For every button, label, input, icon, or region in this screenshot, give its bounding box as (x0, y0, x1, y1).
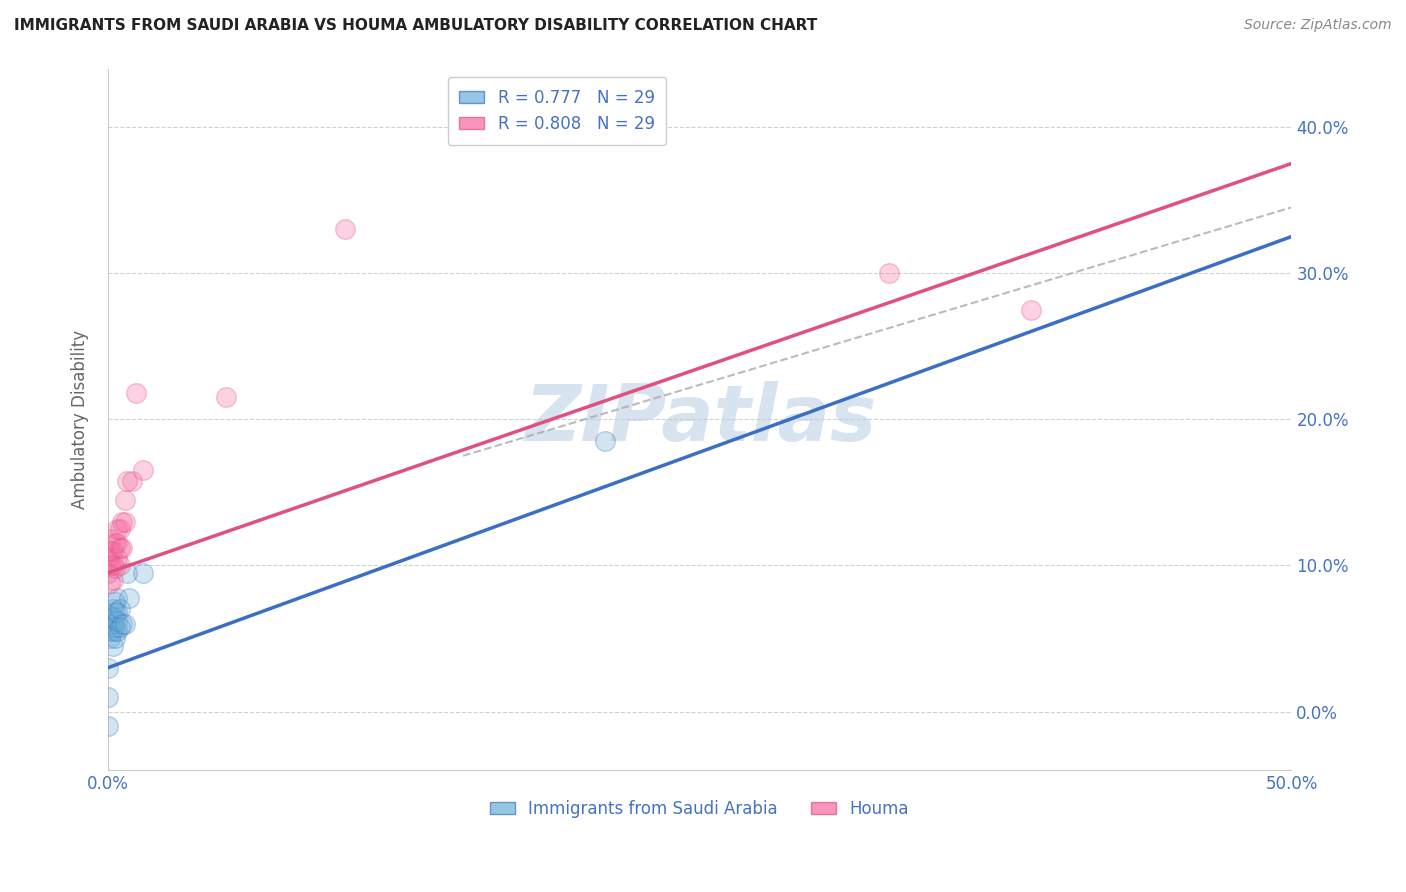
Point (97, 690, 120, 704)
Point (97, 719, 120, 733)
Point (132, 566, 155, 580)
Point (107, 624, 129, 639)
Point (98, 624, 121, 639)
Point (114, 492, 136, 507)
Point (115, 566, 138, 580)
Point (101, 609, 124, 624)
Point (108, 541, 131, 555)
Point (111, 515, 134, 529)
Point (97, 661, 120, 675)
Point (101, 558, 124, 573)
Point (108, 522, 131, 536)
Point (98, 616, 121, 631)
Point (121, 474, 143, 488)
Y-axis label: Ambulatory Disability: Ambulatory Disability (72, 330, 89, 508)
Point (98, 558, 121, 573)
Point (101, 543, 124, 558)
Point (104, 632, 127, 646)
Point (107, 591, 129, 605)
Point (98, 543, 121, 558)
Point (101, 624, 124, 639)
Point (107, 551, 129, 566)
Legend: Immigrants from Saudi Arabia, Houma: Immigrants from Saudi Arabia, Houma (484, 794, 915, 825)
Point (104, 620, 127, 634)
Point (215, 390, 238, 404)
Point (104, 561, 127, 575)
Point (107, 536, 129, 550)
Point (877, 266, 900, 280)
Point (107, 522, 129, 536)
Point (108, 558, 131, 573)
Point (104, 612, 127, 626)
Point (97, 551, 120, 566)
Point (97, 566, 120, 580)
Point (1019, 302, 1042, 317)
Point (107, 605, 129, 619)
Point (125, 386, 148, 401)
Point (114, 616, 136, 631)
Point (98, 532, 121, 546)
Point (115, 474, 138, 488)
Point (104, 536, 127, 550)
Point (104, 595, 127, 609)
Point (98, 632, 121, 646)
Point (114, 515, 136, 529)
Point (101, 639, 124, 653)
Point (98, 609, 121, 624)
Point (118, 591, 141, 605)
Point (593, 434, 616, 449)
Point (333, 222, 356, 236)
Text: ZIPatlas: ZIPatlas (523, 381, 876, 458)
Text: Source: ZipAtlas.com: Source: ZipAtlas.com (1244, 18, 1392, 32)
Point (111, 616, 134, 631)
Point (108, 602, 131, 616)
Point (108, 620, 131, 634)
Point (101, 616, 124, 631)
Point (104, 605, 127, 619)
Point (111, 541, 134, 555)
Point (132, 463, 155, 477)
Point (107, 614, 129, 628)
Point (98, 576, 121, 591)
Point (101, 602, 124, 616)
Point (101, 573, 124, 587)
Text: IMMIGRANTS FROM SAUDI ARABIA VS HOUMA AMBULATORY DISABILITY CORRELATION CHART: IMMIGRANTS FROM SAUDI ARABIA VS HOUMA AM… (14, 18, 817, 33)
